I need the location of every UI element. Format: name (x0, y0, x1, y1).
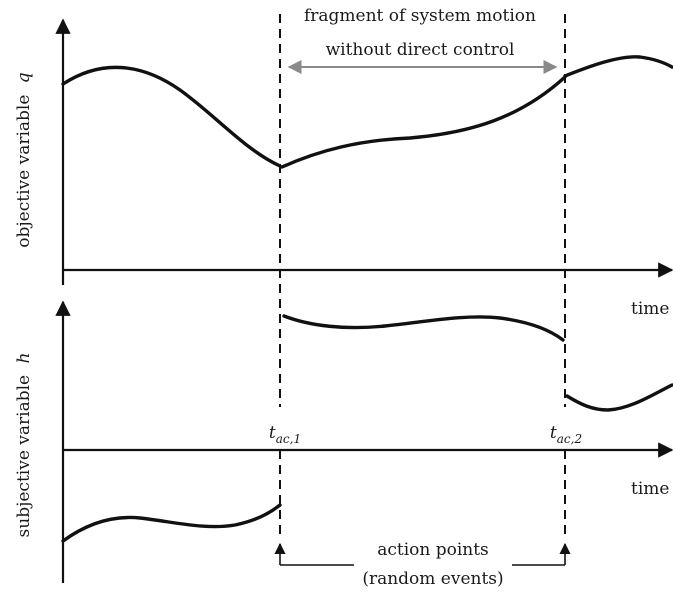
q-curve-left (61, 65, 282, 168)
top-x-label: time (631, 299, 669, 319)
action-point-2-base: t (550, 423, 557, 443)
h-curve-middle (282, 314, 565, 342)
q-curve-right (563, 55, 673, 78)
fragment-line2: without direct control (326, 40, 515, 60)
top-y-label-text: objective variable (14, 95, 34, 248)
bottom-y-symbol: h (14, 353, 34, 364)
bottom-y-label: subjective variable h (14, 353, 34, 538)
bottom-y-label-text: subjective variable (14, 375, 34, 538)
q-curve-middle (280, 75, 567, 169)
top-y-label: objective variable q (14, 72, 34, 248)
action-point-1-sub: ac,1 (276, 432, 301, 446)
h-curve-right (565, 383, 673, 412)
action-points-line1: action points (377, 540, 489, 560)
top-y-symbol: q (14, 72, 34, 83)
top-panel: objective variable q time fragment of sy… (14, 6, 673, 319)
action-points-line2: (random events) (362, 569, 503, 589)
action-point-2-label: tac,2 (550, 423, 582, 446)
bottom-x-label: time (631, 479, 669, 499)
action-point-1-label: tac,1 (269, 423, 301, 446)
fragment-line1: fragment of system motion (304, 6, 536, 26)
action-point-2-sub: ac,2 (557, 432, 582, 446)
bottom-panel: subjective variable h time tac,1 tac,2 a… (14, 300, 673, 589)
action-point-1-base: t (269, 423, 276, 443)
h-curve-left (61, 503, 282, 543)
